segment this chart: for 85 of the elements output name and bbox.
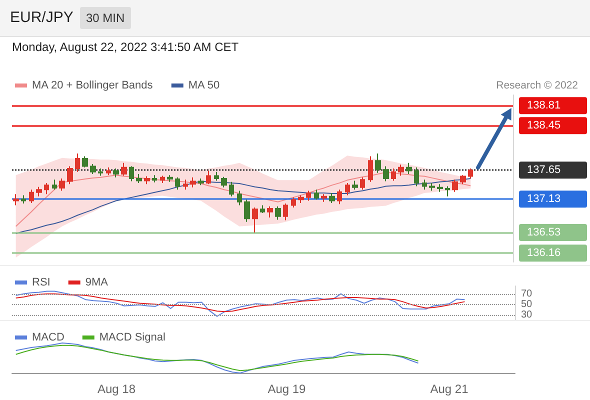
candlestick [291, 196, 296, 208]
candlestick [352, 180, 358, 190]
candlestick [90, 164, 96, 175]
candlestick [21, 194, 26, 204]
candlestick [198, 178, 204, 186]
candlestick [206, 170, 211, 185]
candlestick [414, 166, 419, 187]
text: Monday, August 22, 2022 3:41:50 AM CET [12, 40, 240, 54]
candlestick [398, 164, 404, 176]
legend-label: MACD Signal [99, 332, 166, 344]
candlestick [75, 152, 80, 172]
candlestick [314, 189, 319, 200]
x-tick-label: Aug 19 [268, 382, 306, 396]
candlestick [106, 166, 111, 176]
candlestick [391, 168, 396, 182]
candlestick [283, 203, 288, 221]
candlestick [375, 152, 381, 174]
candlestick [59, 178, 65, 192]
candlestick [360, 176, 365, 190]
candlestick [345, 182, 350, 196]
line-series [15, 293, 466, 312]
legend-label: MA 50 [188, 80, 220, 92]
candlestick [67, 166, 73, 185]
candlestick [337, 189, 342, 205]
candlestick [44, 182, 49, 195]
candlestick [260, 204, 265, 214]
candlestick [160, 175, 165, 184]
y-tick-label: 136.16 [527, 247, 561, 260]
candlestick [167, 174, 173, 182]
candlestick [229, 181, 234, 197]
candlestick [429, 182, 435, 192]
text: Research © 2022 [496, 80, 578, 92]
candlestick [406, 162, 412, 175]
candlestick [468, 168, 473, 179]
candlestick [152, 174, 157, 183]
legend-label: RSI [32, 276, 50, 288]
candlestick [368, 156, 373, 182]
y-tick-label: 137.65 [527, 164, 561, 176]
chart-subtitle: 30 MIN [80, 7, 131, 29]
candlestick [175, 176, 180, 190]
y-tick-label: 137.13 [527, 193, 561, 206]
y-tick-label: 70 [521, 288, 533, 300]
candlestick [383, 166, 389, 182]
y-tick-label: 138.45 [527, 120, 561, 132]
candlestick [52, 179, 57, 190]
candlestick [244, 199, 250, 222]
y-tick-label: 30 [521, 309, 533, 320]
candlestick [267, 206, 273, 218]
candlestick [252, 206, 258, 233]
candlestick [214, 171, 219, 182]
legend-label: 9MA [85, 276, 109, 288]
y-tick-label: 136.53 [527, 226, 561, 238]
candlestick [437, 184, 443, 192]
candlestick [452, 179, 458, 192]
candlestick [329, 192, 335, 204]
candlestick [121, 162, 127, 176]
candlestick [237, 190, 242, 206]
line-series [15, 172, 472, 227]
candlestick [275, 206, 281, 220]
candlestick [136, 174, 142, 184]
candlestick [221, 176, 227, 188]
candlestick [98, 168, 103, 176]
candlestick [321, 194, 327, 202]
candlestick [190, 176, 196, 188]
candlestick [445, 186, 450, 197]
candlestick [298, 194, 304, 204]
candlestick [113, 168, 119, 178]
candlestick [29, 189, 34, 204]
candlestick [144, 176, 150, 185]
chart-title: EUR/JPY [10, 9, 74, 26]
candlestick [36, 186, 42, 197]
candlestick [306, 190, 311, 202]
candlestick [82, 156, 88, 168]
legend-label: MACD [32, 332, 64, 344]
y-tick-label: 50 [521, 298, 533, 310]
line-series [15, 290, 466, 317]
candlestick [460, 174, 466, 185]
y-tick-label: 138.81 [527, 100, 561, 112]
candlestick [422, 179, 427, 190]
x-tick-label: Aug 21 [430, 382, 469, 396]
candlestick [183, 179, 188, 190]
legend-label: MA 20 + Bollinger Bands [32, 80, 154, 92]
candlestick [129, 166, 134, 182]
candlestick [13, 194, 19, 206]
x-tick-label: Aug 18 [97, 382, 136, 396]
